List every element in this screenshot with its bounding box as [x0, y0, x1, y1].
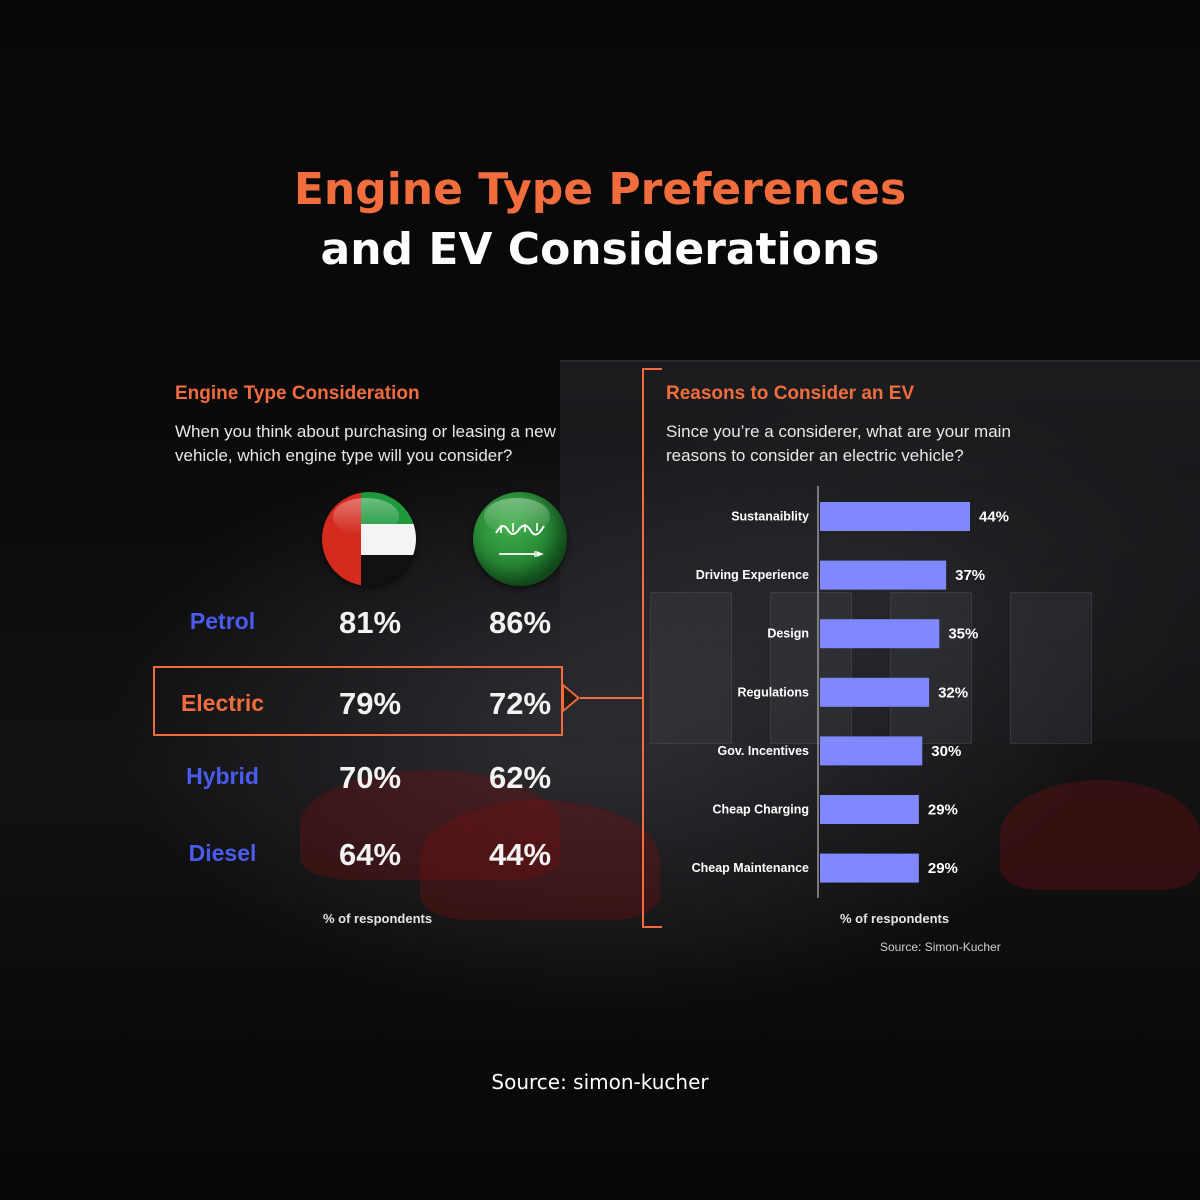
- ev-reasons-heading: Reasons to Consider an EV: [666, 383, 915, 404]
- bar-category-label: Driving Experience: [696, 568, 809, 582]
- bar-value-label: 35%: [948, 626, 978, 643]
- petrol-uae-value: 81%: [338, 605, 402, 640]
- bar-5: [820, 795, 919, 824]
- garage-door: [650, 592, 732, 744]
- bar-3: [820, 677, 930, 707]
- hybrid-uae-value: 70%: [338, 760, 402, 795]
- electric-uae-value: 79%: [338, 686, 402, 721]
- bar-value-label: 29%: [928, 802, 958, 819]
- bar-value-label: 37%: [955, 567, 985, 584]
- main-title-line2: and EV Considerations: [320, 224, 880, 275]
- diesel-ksa-value: 44%: [488, 837, 552, 872]
- garage-door: [890, 592, 972, 744]
- row-label-electric: Electric: [180, 690, 265, 716]
- garage-door: [1010, 592, 1092, 744]
- ev-reasons-question-line2: reasons to consider an electric vehicle?: [666, 446, 964, 465]
- main-title-line1: Engine Type Preferences: [293, 164, 907, 215]
- bar-category-label: Gov. Incentives: [718, 744, 810, 758]
- engine-type-heading: Engine Type Consideration: [175, 383, 420, 404]
- bar-category-label: Design: [767, 627, 809, 641]
- left-footnote: % of respondents: [323, 911, 433, 926]
- bar-category-label: Cheap Charging: [712, 803, 809, 817]
- row-label-hybrid: Hybrid: [186, 763, 259, 789]
- car-silhouette: [1000, 780, 1200, 890]
- dealership-building-backdrop: [560, 360, 1200, 744]
- shahada-script-icon: [495, 523, 545, 536]
- diesel-uae-value: 64%: [338, 837, 402, 872]
- petrol-ksa-value: 86%: [488, 605, 552, 640]
- bar-4: [820, 736, 923, 766]
- sword-icon: [499, 550, 544, 558]
- garage-door: [770, 592, 852, 744]
- electric-ksa-value: 72%: [488, 686, 552, 721]
- chart-source: Source: Simon-Kucher: [880, 940, 1001, 954]
- row-label-diesel: Diesel: [188, 840, 257, 866]
- ev-reasons-question-line1: Since you’re a considerer, what are your…: [666, 422, 1011, 441]
- uae-flag-icon: [322, 492, 416, 586]
- engine-type-question-line1: When you think about purchasing or leasi…: [175, 422, 556, 441]
- bar-category-label: Regulations: [737, 685, 809, 699]
- hybrid-ksa-value: 62%: [488, 760, 552, 795]
- car-silhouette: [300, 770, 560, 880]
- bar-category-label: Cheap Maintenance: [692, 861, 809, 875]
- connector-line: [580, 697, 642, 699]
- row-label-petrol: Petrol: [189, 608, 256, 634]
- pointer-arrow-icon: [562, 683, 580, 713]
- bar-2: [820, 619, 940, 649]
- bar-value-label: 30%: [931, 743, 961, 760]
- page-source: Source: simon-kucher: [491, 1070, 709, 1094]
- bar-6: [820, 853, 919, 883]
- saudi-arabia-flag-icon: [473, 492, 567, 586]
- right-footnote: % of respondents: [840, 911, 950, 926]
- car-silhouette: [420, 800, 660, 920]
- bar-1: [820, 560, 947, 590]
- bar-0: [820, 502, 970, 531]
- engine-type-question-line2: vehicle, which engine type will you cons…: [175, 446, 513, 465]
- bar-value-label: 32%: [938, 684, 968, 701]
- bar-category-label: Sustanaiblity: [731, 510, 809, 524]
- right-panel-bracket: [642, 368, 662, 928]
- bar-value-label: 44%: [979, 509, 1009, 526]
- bar-value-label: 29%: [928, 860, 958, 877]
- ev-reasons-bar-chart: Sustanaiblity 44% Driving Experience 37% Des…: [692, 486, 1009, 898]
